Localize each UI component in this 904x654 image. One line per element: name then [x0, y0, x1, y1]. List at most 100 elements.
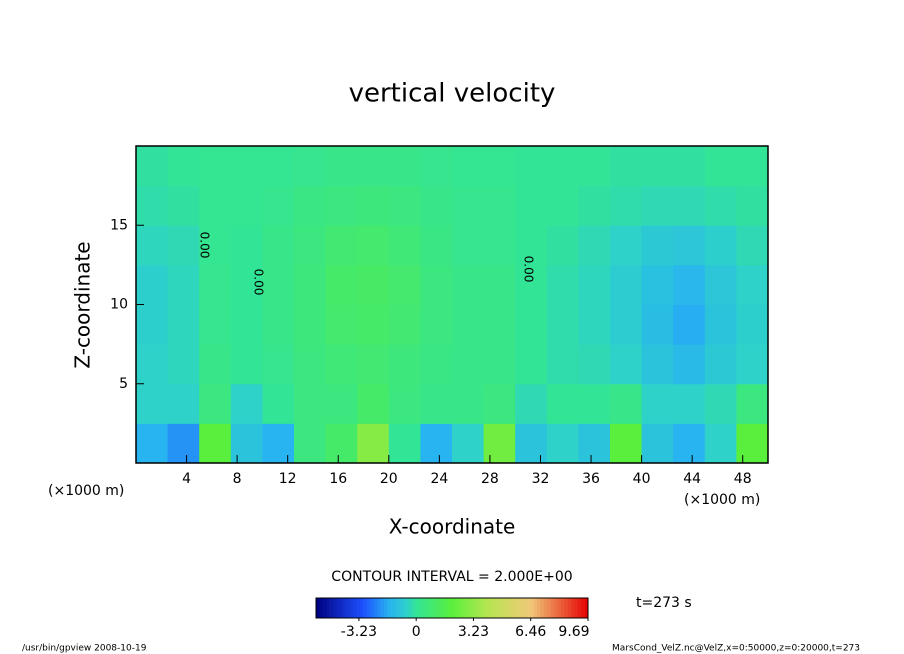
- colorbar-slice: [465, 598, 470, 618]
- cell: [136, 344, 169, 385]
- colorbar-slice: [458, 598, 463, 618]
- cell: [515, 264, 548, 305]
- cell: [357, 304, 390, 345]
- x-tick-label: 24: [430, 471, 448, 487]
- cell: [546, 423, 579, 464]
- colorbar-slice: [407, 598, 412, 618]
- chart-title: vertical velocity: [349, 79, 556, 109]
- y-tick-label: 10: [110, 297, 128, 313]
- cell: [325, 304, 358, 345]
- colorbar-slice: [492, 598, 497, 618]
- colorbar-slice: [401, 598, 405, 618]
- cell: [483, 304, 516, 345]
- cell: [483, 423, 516, 464]
- cell: [199, 344, 232, 385]
- cell: [673, 146, 706, 187]
- cell: [230, 264, 263, 305]
- colorbar-slice: [520, 598, 524, 618]
- colorbar-slice: [530, 598, 534, 618]
- cell: [199, 146, 232, 187]
- cell: [262, 344, 295, 385]
- cell: [578, 383, 611, 424]
- cell: [610, 185, 643, 226]
- cell: [641, 146, 674, 187]
- cell: [610, 423, 643, 464]
- colorbar-slice: [322, 598, 327, 618]
- cell: [167, 423, 200, 464]
- cell: [325, 185, 358, 226]
- y-axis-label: Z-coordinate: [71, 241, 95, 368]
- colorbar-slice: [503, 598, 507, 618]
- contour-label: 0.00: [198, 232, 212, 259]
- cell: [673, 423, 706, 464]
- colorbar-slice: [438, 598, 443, 618]
- cell: [199, 304, 232, 345]
- cell: [610, 304, 643, 345]
- cell: [641, 304, 674, 345]
- cell: [673, 264, 706, 305]
- cell: [199, 383, 232, 424]
- cell: [452, 264, 485, 305]
- colorbar-slice: [404, 598, 409, 618]
- cell: [262, 423, 295, 464]
- cell: [262, 185, 295, 226]
- colorbar-slice: [567, 598, 572, 618]
- cell: [325, 423, 358, 464]
- colorbar-slice: [537, 598, 541, 618]
- cell: [136, 225, 169, 266]
- colorbar-slice: [411, 598, 415, 618]
- cell: [673, 225, 706, 266]
- x-tick-label: 4: [182, 471, 191, 487]
- cell: [641, 383, 674, 424]
- cell: [704, 264, 737, 305]
- cell: [515, 344, 548, 385]
- x-tick-label: 12: [279, 471, 297, 487]
- colorbar-slice: [584, 598, 589, 618]
- cell: [704, 185, 737, 226]
- colorbar-slice: [469, 598, 473, 618]
- colorbar-slice: [543, 598, 548, 618]
- colorbar-slice: [360, 598, 364, 618]
- x-tick-label: 44: [683, 471, 701, 487]
- cell: [546, 344, 579, 385]
- y-tick-label: 5: [119, 376, 128, 392]
- colorbar-tick-label: 6.46: [515, 624, 546, 640]
- colorbar-slice: [367, 598, 371, 618]
- footer: /usr/bin/gpview 2008-10-19: [22, 644, 147, 654]
- colorbar-slice: [350, 598, 354, 618]
- cell: [673, 383, 706, 424]
- cell: [704, 344, 737, 385]
- cell: [167, 383, 200, 424]
- cell: [199, 264, 232, 305]
- cell: [357, 423, 390, 464]
- field: [136, 146, 769, 464]
- cell: [641, 344, 674, 385]
- colorbar-slice: [445, 598, 449, 618]
- cell: [388, 344, 421, 385]
- colorbar-slice: [329, 598, 334, 618]
- cell: [452, 185, 485, 226]
- colorbar-tick-label: 9.69: [558, 624, 589, 640]
- cell: [167, 264, 200, 305]
- cell: [136, 383, 169, 424]
- cell: [452, 304, 485, 345]
- cell: [736, 264, 769, 305]
- colorbar-slice: [462, 598, 466, 618]
- colorbar-slice: [373, 598, 378, 618]
- cell: [357, 344, 390, 385]
- cell: [420, 304, 453, 345]
- colorbar-slice: [581, 598, 585, 618]
- colorbar-slice: [455, 598, 460, 618]
- cell: [167, 225, 200, 266]
- cell: [262, 383, 295, 424]
- x-tick-label: 8: [233, 471, 242, 487]
- colorbar-slice: [363, 598, 368, 618]
- cell: [357, 264, 390, 305]
- cell: [641, 225, 674, 266]
- cell: [515, 383, 548, 424]
- colorbar-slice: [336, 598, 341, 618]
- cell: [483, 225, 516, 266]
- cell: [578, 225, 611, 266]
- cell: [230, 146, 263, 187]
